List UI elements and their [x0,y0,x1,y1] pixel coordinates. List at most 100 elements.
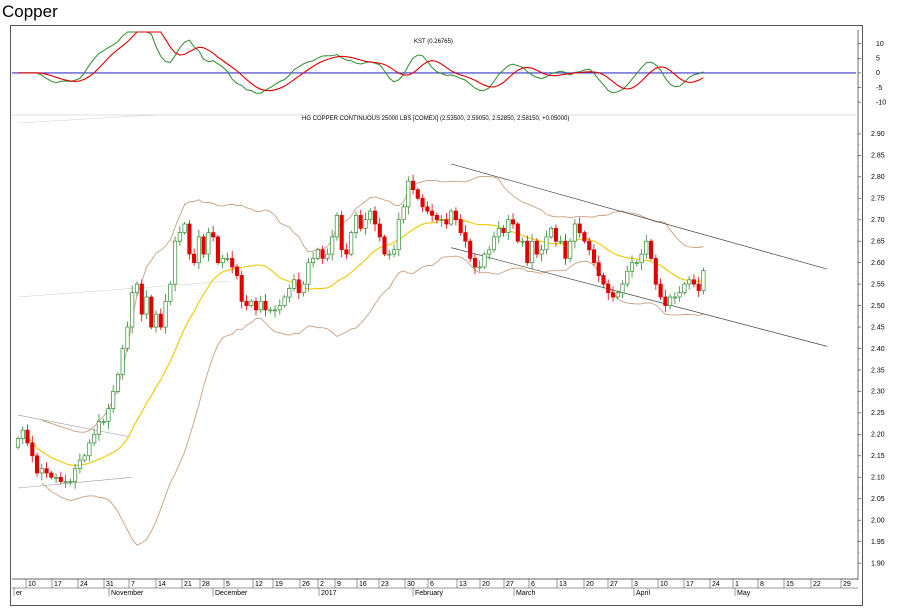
day-tick-label: 13 [559,581,567,588]
candle [553,224,558,247]
candle-body [406,180,411,208]
candle [296,272,301,300]
kst-tick-label: 10 [876,41,884,48]
candle-body [144,296,149,315]
day-tick-label: 2 [320,581,324,588]
candle [206,227,211,262]
candle [591,244,597,266]
price-tick-label: 2.75 [871,196,885,203]
day-tick-label: 10 [660,581,668,588]
price-tick-label: 2.85 [871,153,885,160]
day-tick-label: 20 [586,581,594,588]
candle [315,247,320,261]
candle [225,252,230,262]
candle [292,274,297,292]
candle [106,403,111,429]
candle-body [568,240,573,259]
kst-tick-label: 5 [876,56,880,63]
price-tick-label: 2.00 [871,517,885,524]
candle-body [120,348,125,375]
candle-body [339,215,344,251]
candle-body [653,258,658,285]
candle-body [463,232,468,242]
day-tick-label: 27 [610,581,618,588]
candle [306,257,311,292]
candle [491,231,497,253]
page-title: Copper [2,2,58,21]
candle-body [134,283,140,294]
candle [396,212,401,257]
price-tick-label: 2.20 [871,432,885,439]
candle [477,260,482,272]
candle-body [125,326,130,349]
candle-body [330,236,335,255]
candle [101,418,106,426]
candle-body [353,215,359,233]
candle [701,267,706,295]
day-tick-label: 31 [106,581,114,588]
candle-body [596,262,601,276]
candle [363,212,368,235]
candle-body [425,206,430,212]
candle [463,225,468,248]
candle [339,210,344,258]
candle [77,453,82,474]
kst-tick-label: 0 [876,70,880,77]
axes: 2.90 2.85 2.80 2.75 2.70 2.65 2.60 2.55 2.50 2.45… [12,30,886,597]
candle-body [73,468,78,482]
candle-body [515,223,520,242]
candle [544,230,549,255]
candle [482,251,487,270]
candle [311,251,316,268]
candle-body [106,408,111,422]
candle [534,238,539,258]
lower-band-line [41,255,704,546]
candle-body [639,253,644,264]
candle-body [68,481,73,483]
candle [558,235,563,245]
candle-body [696,283,701,291]
candle [25,424,30,446]
price-tick-label: 1.90 [871,560,885,567]
candle-body [282,296,287,306]
candle [649,239,654,261]
month-label: November [111,590,144,597]
candle-body [377,223,382,238]
day-tick-label: 10 [28,581,36,588]
candle-body [153,313,159,328]
price-tick-label: 2.65 [871,238,885,245]
candle [258,295,263,313]
candle-body [111,391,116,409]
candle [353,211,359,239]
candle [401,203,406,224]
day-tick-label: 23 [381,581,389,588]
kst-line [18,31,704,94]
candle-body [620,283,625,294]
candle-body [87,442,92,457]
candle [158,308,163,331]
candle-body [644,240,649,255]
upper-band-line [41,176,704,433]
moving-average-line [27,218,704,466]
day-tick-label: 17 [54,581,62,588]
candle-body [263,300,268,311]
price-tick-label: 2.40 [871,346,885,353]
candle-body [315,249,320,259]
candle [411,174,416,195]
reference-line [17,114,156,124]
candle-body [320,249,325,259]
day-tick-label: 12 [255,581,263,588]
candle [525,235,530,266]
candle [139,279,144,322]
candle-body [372,210,378,225]
candle [596,255,601,282]
candle [677,286,682,302]
price-tick-label: 2.70 [871,217,885,224]
price-tick-label: 2.90 [871,131,885,138]
day-tick-label: 21 [184,581,192,588]
candle-body [487,249,492,255]
candle-body [173,240,178,285]
candle-body [272,309,278,312]
candle-body [54,476,59,479]
day-tick-label: 26 [302,581,310,588]
